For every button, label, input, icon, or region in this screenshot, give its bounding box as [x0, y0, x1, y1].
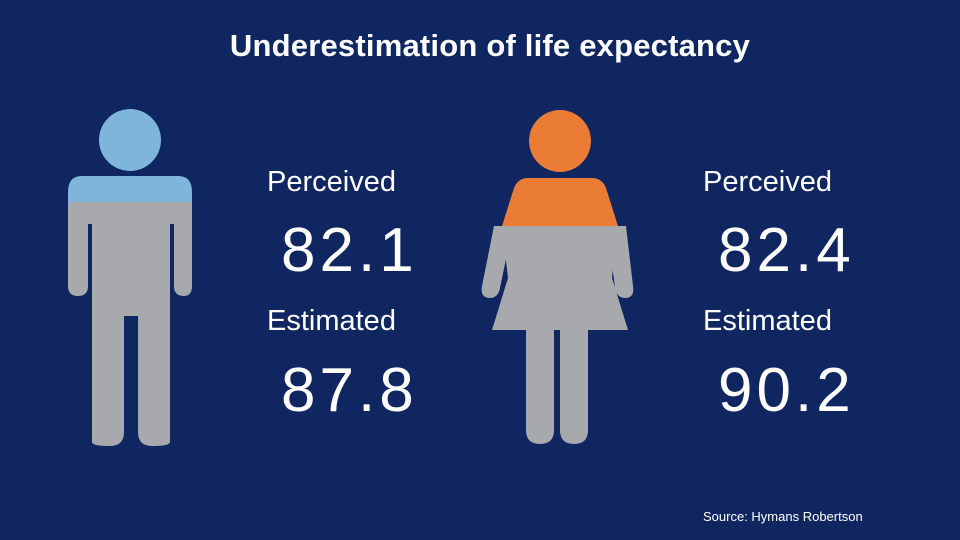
source-note: Source: Hymans Robertson — [703, 509, 863, 524]
male-perceived-value: 82.1 — [281, 216, 418, 285]
slide-title: Underestimation of life expectancy — [229, 28, 751, 63]
female-perceived-value: 82.4 — [718, 216, 855, 285]
female-perceived-label: Perceived — [703, 166, 832, 198]
male-estimated-label: Estimated — [267, 305, 396, 337]
female-figure-icon — [480, 108, 635, 444]
male-figure-icon — [66, 106, 196, 446]
female-estimated-label: Estimated — [703, 305, 832, 337]
male-perceived-label: Perceived — [267, 166, 396, 198]
male-estimated-value: 87.8 — [281, 356, 418, 425]
female-estimated-value: 90.2 — [718, 356, 855, 425]
